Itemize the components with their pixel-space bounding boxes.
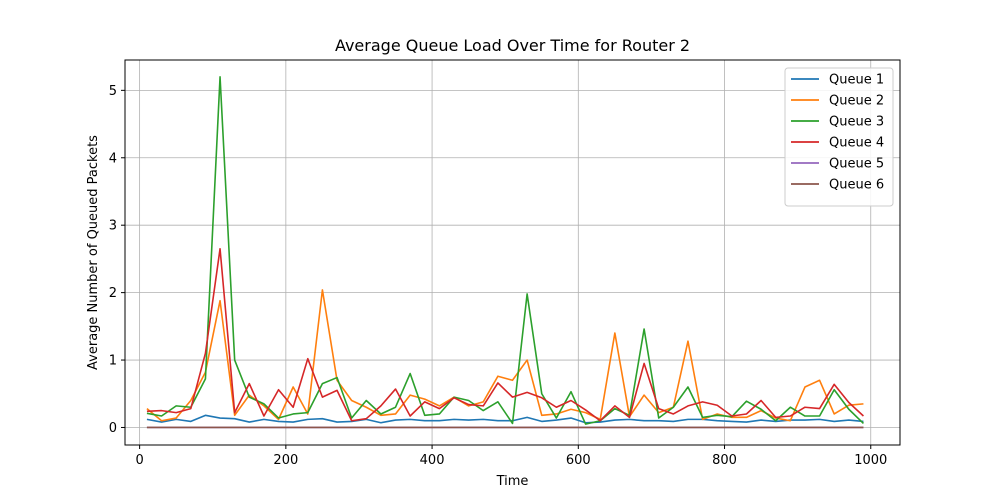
y-axis-label: Average Number of Queued Packets: [86, 135, 101, 370]
y-tick-label: 4: [109, 151, 117, 166]
x-tick-label: 400: [420, 453, 445, 468]
x-tick-label: 200: [273, 453, 298, 468]
x-tick-label: 800: [712, 453, 737, 468]
x-axis-label: Time: [496, 474, 529, 489]
legend-entry: Queue 4: [829, 136, 884, 151]
legend-entry: Queue 1: [829, 73, 884, 88]
y-tick-label: 3: [109, 219, 117, 234]
y-tick-label: 2: [109, 286, 117, 301]
legend-entry: Queue 5: [829, 157, 884, 172]
legend-entry: Queue 2: [829, 94, 884, 109]
x-tick-label: 600: [566, 453, 591, 468]
legend-entry: Queue 3: [829, 115, 884, 130]
y-tick-label: 0: [109, 421, 117, 436]
x-tick-label: 1000: [854, 453, 887, 468]
legend-entry: Queue 6: [829, 178, 884, 193]
legend: Queue 1 Queue 2 Queue 3 Queue 4 Queue 5 Queue…: [785, 68, 893, 206]
y-tick-label: 1: [109, 354, 117, 369]
x-tick-label: 0: [135, 453, 143, 468]
y-tick-label: 5: [109, 84, 117, 99]
chart-title: Average Queue Load Over Time for Router …: [335, 36, 690, 55]
